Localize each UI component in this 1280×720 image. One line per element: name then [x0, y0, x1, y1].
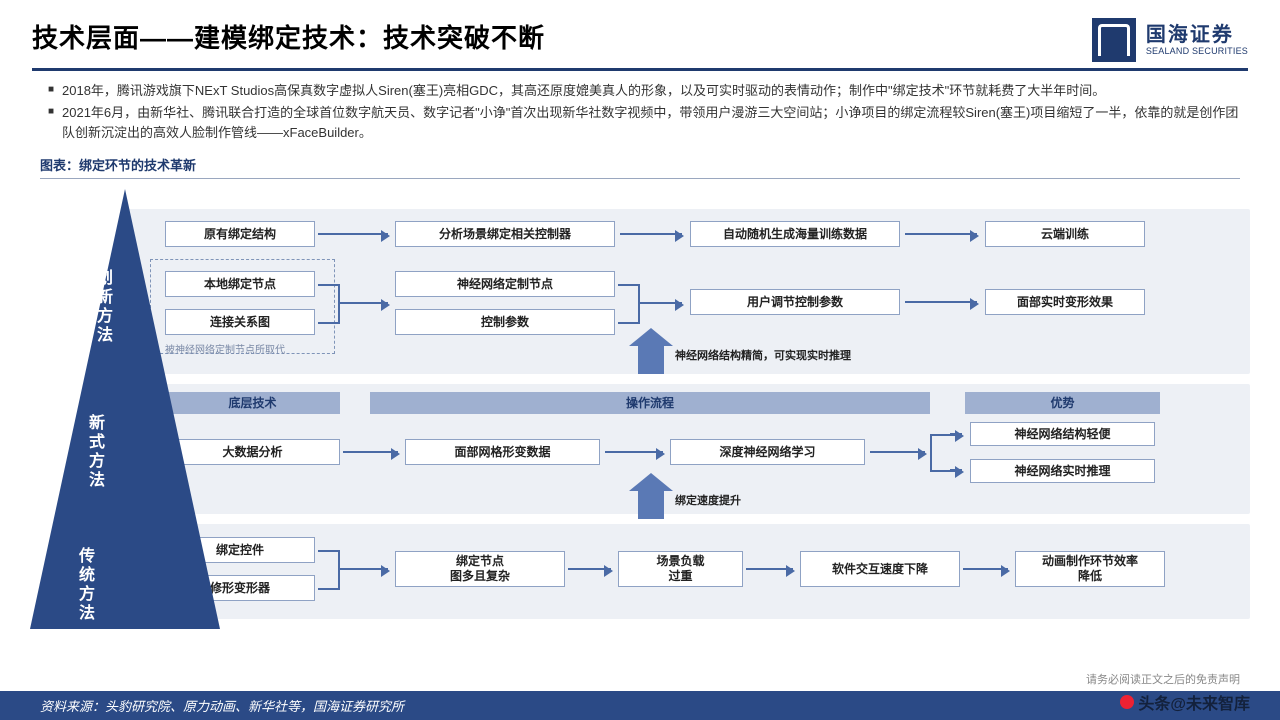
arrow-right-icon	[338, 302, 388, 304]
arrow-right-icon	[963, 568, 1008, 570]
arrow-right-icon	[318, 233, 388, 235]
arrow-right-icon	[905, 301, 977, 303]
node: 用户调节控制参数	[690, 289, 900, 315]
logo-cn: 国海证券	[1146, 25, 1248, 45]
connector	[318, 550, 338, 552]
connector	[638, 284, 640, 324]
connector	[618, 284, 638, 286]
arrow-up-icon	[638, 344, 664, 374]
section-label-innovative: 创新方法	[90, 269, 114, 345]
pyramid-shape	[30, 189, 220, 629]
node: 绑定节点 图多且复杂	[395, 551, 565, 587]
header-rule	[32, 68, 1248, 71]
connector	[618, 322, 638, 324]
arrow-right-icon	[746, 568, 793, 570]
node: 分析场景绑定相关控制器	[395, 221, 615, 247]
arrow-right-icon	[905, 233, 977, 235]
watermark-icon	[1120, 695, 1134, 709]
header-cell: 优势	[965, 392, 1160, 414]
node: 软件交互速度下降	[800, 551, 960, 587]
node: 神经网络实时推理	[970, 459, 1155, 483]
bullet-list: 2018年，腾讯游戏旗下NExT Studios高保真数字虚拟人Siren(塞王…	[0, 79, 1280, 151]
bullet-item: 2021年6月，由新华社、腾讯联合打造的全球首位数字航天员、数字记者"小诤"首次…	[48, 103, 1240, 143]
node: 云端训练	[985, 221, 1145, 247]
arrow-right-icon	[343, 451, 398, 453]
node: 面部实时变形效果	[985, 289, 1145, 315]
chart-caption: 图表：绑定环节的技术革新	[40, 155, 1240, 179]
bullet-item: 2018年，腾讯游戏旗下NExT Studios高保真数字虚拟人Siren(塞王…	[48, 81, 1240, 101]
section-label-traditional: 传统方法	[72, 547, 96, 623]
arrow-right-icon	[950, 433, 962, 435]
watermark-text: 头条@未来智库	[1138, 690, 1250, 714]
logo-en: SEALAND SECURITIES	[1146, 47, 1248, 56]
annotation: 神经网络结构精简，可实现实时推理	[675, 347, 851, 363]
header-cell: 操作流程	[370, 392, 930, 414]
node: 面部网格形变数据	[405, 439, 600, 465]
arrow-right-icon	[568, 568, 611, 570]
arrow-right-icon	[605, 451, 663, 453]
connector	[318, 284, 338, 286]
node: 自动随机生成海量训练数据	[690, 221, 900, 247]
node: 深度神经网络学习	[670, 439, 865, 465]
page-title: 技术层面——建模绑定技术：技术突破不断	[32, 18, 545, 55]
disclaimer-text: 请务必阅读正文之后的免责声明	[0, 667, 1280, 691]
node: 神经网络结构轻便	[970, 422, 1155, 446]
flow-diagram: 创新方法 新式方法 传统方法 原有绑定结构 分析场景绑定相关控制器 自动随机生成…	[30, 189, 1250, 629]
arrow-right-icon	[638, 302, 682, 304]
connector	[930, 434, 932, 470]
node: 控制参数	[395, 309, 615, 335]
node: 神经网络定制节点	[395, 271, 615, 297]
arrow-right-icon	[620, 233, 682, 235]
connector	[338, 550, 340, 590]
brand-logo: 国海证券 SEALAND SECURITIES	[1092, 18, 1248, 62]
watermark: 头条@未来智库	[1120, 690, 1250, 714]
connector	[338, 284, 340, 324]
annotation: 绑定速度提升	[675, 492, 741, 508]
connector	[318, 322, 338, 324]
node: 动画制作环节效率 降低	[1015, 551, 1165, 587]
logo-mark-icon	[1092, 18, 1136, 62]
connector	[318, 588, 338, 590]
arrow-right-icon	[338, 568, 388, 570]
arrow-up-icon	[638, 489, 664, 519]
arrow-right-icon	[950, 469, 962, 471]
node: 场景负载 过重	[618, 551, 743, 587]
source-bar: 资料来源：头豹研究院、原力动画、新华社等，国海证券研究所	[0, 691, 1280, 720]
section-label-new: 新式方法	[82, 414, 106, 490]
arrow-right-icon	[870, 451, 925, 453]
